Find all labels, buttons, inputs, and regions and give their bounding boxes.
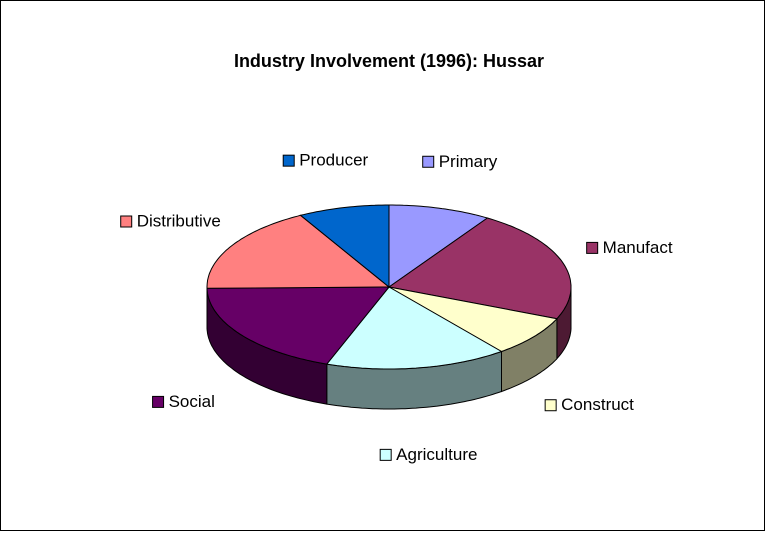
label-text: Social (169, 392, 215, 411)
label-swatch (586, 241, 599, 254)
label-text: Agriculture (396, 445, 477, 464)
label-text: Producer (299, 151, 368, 170)
slice (325, 286, 503, 370)
legend-label: Distributive (120, 211, 221, 230)
legend-label: Construct (544, 395, 634, 414)
slice (299, 204, 390, 289)
label-text: Primary (439, 152, 498, 171)
legend-label: Social (152, 392, 215, 411)
legend-label: Agriculture (379, 445, 477, 464)
labels: Primary Manufact Construct Agriculture Socia… (120, 151, 673, 464)
chart-title: Industry Involvement (1996): Hussar (234, 51, 544, 71)
slice (206, 214, 391, 289)
label-swatch (282, 154, 295, 167)
label-swatch (152, 395, 165, 408)
slice (388, 286, 558, 353)
label-swatch (379, 448, 392, 461)
label-text: Construct (561, 395, 634, 414)
label-text: Manufact (603, 238, 673, 257)
pie (206, 204, 572, 410)
legend-label: Manufact (586, 238, 673, 257)
label-text: Distributive (137, 211, 221, 230)
label-swatch (544, 399, 557, 412)
legend-label: Producer (282, 151, 369, 170)
slice (388, 204, 489, 288)
label-swatch (120, 215, 133, 228)
legend-label: Primary (422, 152, 498, 171)
slice (387, 217, 572, 320)
label-swatch (422, 155, 435, 168)
slice (206, 286, 391, 365)
